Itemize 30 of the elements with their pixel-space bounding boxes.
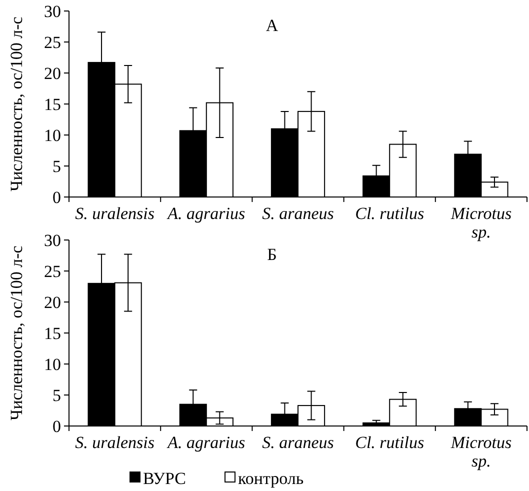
- y-tick-label: 5: [52, 386, 61, 405]
- y-tick-label: 20: [44, 292, 61, 312]
- y-tick-label: 5: [52, 156, 61, 176]
- y-axis-title: Численность, ос/100 л-с: [6, 245, 26, 420]
- x-tick-label: Cl. rutilus: [355, 204, 424, 223]
- x-tick-label: A. agrarius: [166, 433, 246, 452]
- x-tick-label: Microtus sp.: [450, 433, 512, 471]
- y-tick-label: 0: [52, 188, 61, 207]
- y-tick-label: 25: [44, 262, 61, 281]
- y-tick-label: 0: [52, 416, 61, 436]
- x-tick-label: A. agrarius: [166, 204, 246, 223]
- y-tick-label: 10: [44, 126, 61, 145]
- y-tick-label: 25: [44, 32, 61, 52]
- legend-label: ВУРС: [143, 468, 186, 488]
- x-tick-label: S. araneus: [262, 433, 334, 452]
- y-tick-label: 30: [44, 2, 61, 21]
- x-tick-label: Microtus sp.: [450, 204, 512, 242]
- chart-title: А: [266, 16, 279, 35]
- y-tick-label: 10: [44, 354, 61, 374]
- x-tick-label: S. uralensis: [75, 433, 155, 452]
- y-tick-label: 30: [44, 230, 61, 250]
- chart-title: Б: [267, 245, 277, 264]
- x-tick-label: S. araneus: [262, 204, 334, 223]
- x-tick-label: S. uralensis: [75, 204, 155, 223]
- y-tick-label: 15: [44, 324, 61, 343]
- y-axis-title: Численность, ос/100 л-с: [6, 16, 26, 192]
- y-tick-label: 15: [44, 94, 61, 114]
- x-tick-label: Cl. rutilus: [355, 433, 424, 452]
- legend-label: контроль: [238, 468, 304, 488]
- y-tick-label: 20: [44, 64, 61, 83]
